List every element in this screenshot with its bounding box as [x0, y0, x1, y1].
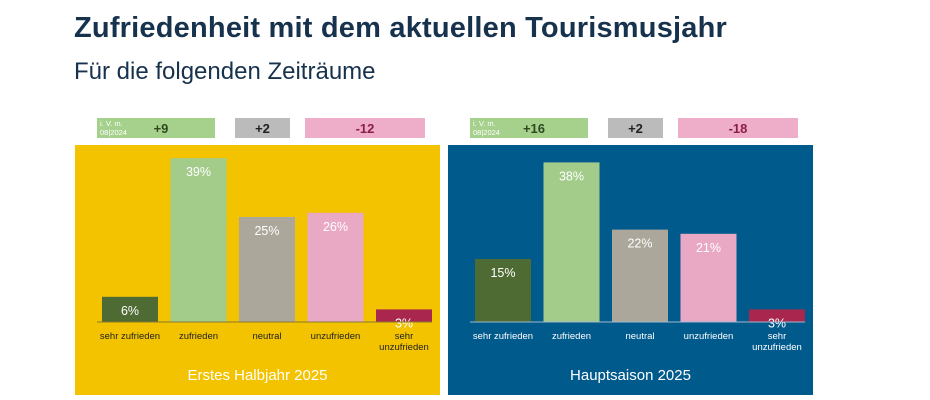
badge-neutral: +2 — [235, 118, 290, 138]
svg-text:-12: -12 — [356, 121, 375, 136]
svg-text:+2: +2 — [255, 121, 270, 136]
chart-svg: +16 +2 -18 i. V. m. 08|2024 15% sehr zufrieden… — [448, 118, 813, 395]
bar-neutral — [239, 217, 295, 322]
value-label-neutral: 25% — [254, 224, 279, 238]
value-label-sehr-zufrieden: 6% — [121, 304, 139, 318]
badge-positive: +9 — [97, 118, 215, 138]
category-label-neutral: neutral — [252, 331, 281, 342]
bar-neutral — [612, 229, 668, 322]
chart-erstes-halbjahr: +9 +2 -12 i. V. m. 08|2024 6% sehr zufrieden 39… — [75, 115, 440, 395]
badge-negative: -18 — [678, 118, 798, 138]
category-label-unzufrieden: unzufrieden — [684, 331, 734, 342]
category-label-zufrieden: zufrieden — [179, 331, 218, 342]
category-label-sehr-zufrieden: sehr zufrieden — [473, 331, 533, 342]
value-label-sehr-unzufrieden: 3% — [395, 316, 413, 330]
badge-neutral: +2 — [608, 118, 663, 138]
category-label-zufrieden: zufrieden — [552, 331, 591, 342]
category-label-sehr-zufrieden: sehr zufrieden — [100, 331, 160, 342]
category-label-sehr-unzufrieden: sehr unzufrieden — [379, 331, 429, 353]
category-label-unzufrieden: unzufrieden — [311, 331, 361, 342]
bar-zufrieden — [170, 158, 227, 322]
page-subtitle: Für die folgenden Zeiträume — [74, 58, 376, 85]
category-label-sehr-unzufrieden: sehr unzufrieden — [752, 331, 802, 353]
chart-svg: +9 +2 -12 i. V. m. 08|2024 6% sehr zufrieden 39… — [75, 118, 440, 395]
badge-positive: +16 — [470, 118, 588, 138]
chart-title: Erstes Halbjahr 2025 — [187, 367, 327, 384]
value-label-unzufrieden: 21% — [696, 241, 721, 255]
chart-hauptsaison: +16 +2 -18 i. V. m. 08|2024 15% sehr zufrieden… — [448, 115, 813, 395]
bar-sehr-zufrieden — [102, 296, 158, 322]
comparison-note: i. V. m. 08|2024 — [100, 119, 127, 137]
value-label-neutral: 22% — [627, 237, 652, 251]
bar-unzufrieden — [307, 212, 364, 322]
svg-text:+2: +2 — [628, 121, 643, 136]
value-label-unzufrieden: 26% — [323, 220, 348, 234]
badge-negative: -12 — [305, 118, 425, 138]
svg-text:-18: -18 — [729, 121, 748, 136]
bar-sehr-unzufrieden — [749, 309, 805, 322]
chart-title: Hauptsaison 2025 — [570, 367, 691, 384]
value-label-sehr-unzufrieden: 3% — [768, 316, 786, 330]
comparison-note: i. V. m. 08|2024 — [473, 119, 500, 137]
svg-text:+9: +9 — [154, 121, 169, 136]
bar-sehr-unzufrieden — [376, 309, 432, 322]
value-label-zufrieden: 39% — [186, 165, 211, 179]
category-label-neutral: neutral — [625, 331, 654, 342]
bar-zufrieden — [543, 162, 600, 322]
bar-unzufrieden — [680, 233, 737, 322]
bar-sehr-zufrieden — [475, 259, 531, 322]
value-label-sehr-zufrieden: 15% — [490, 266, 515, 280]
page-title: Zufriedenheit mit dem aktuellen Tourismu… — [74, 12, 728, 44]
value-label-zufrieden: 38% — [559, 169, 584, 183]
svg-text:+16: +16 — [523, 121, 545, 136]
